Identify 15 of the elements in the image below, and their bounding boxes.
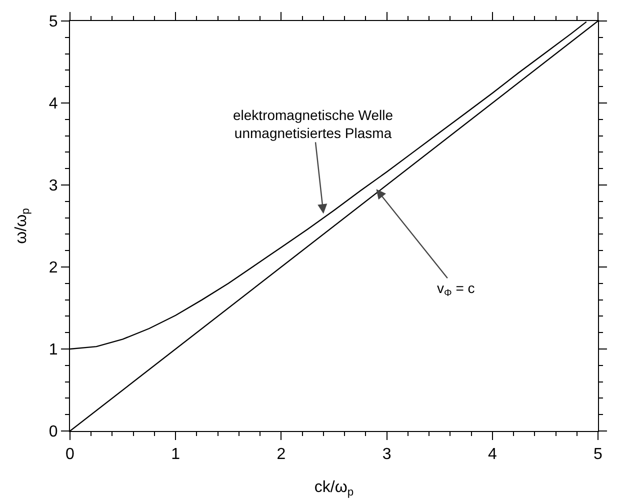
y-tick-label: 1 [48, 342, 58, 359]
x-tick-label: 3 [382, 446, 392, 464]
annotation: v$_{Φ}$ = c [437, 280, 475, 299]
y-tick-label: 5 [48, 14, 58, 31]
x-tick-label: 2 [276, 446, 286, 464]
annotation: elektromagnetische Welle unmagnetisiertes Plasma [233, 107, 394, 142]
y-tick-label: 3 [48, 178, 58, 195]
x-tick-label: 1 [171, 446, 180, 464]
x-tick-label: 4 [488, 446, 497, 464]
y-tick-label: 2 [48, 260, 58, 277]
x-tick-label: 5 [594, 446, 603, 464]
y-tick-label: 4 [48, 96, 58, 113]
x-axis-title: ck/ω$_{p}$ [314, 478, 354, 498]
x-tick-label: 0 [66, 446, 75, 464]
y-tick-label: 0 [48, 424, 58, 441]
